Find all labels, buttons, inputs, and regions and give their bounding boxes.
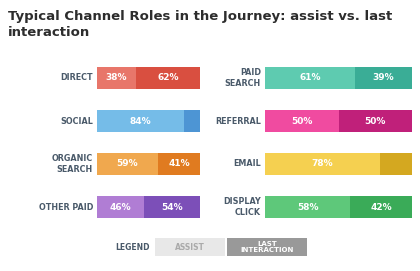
Text: EMAIL: EMAIL	[233, 160, 261, 169]
Text: 59%: 59%	[117, 160, 138, 169]
Text: 41%: 41%	[168, 160, 190, 169]
Text: 54%: 54%	[161, 202, 183, 211]
Text: DISPLAY
CLICK: DISPLAY CLICK	[223, 197, 261, 217]
Bar	[227, 238, 307, 256]
Text: LAST
INTERACTION: LAST INTERACTION	[240, 240, 294, 253]
Text: PAID
SEARCH: PAID SEARCH	[225, 68, 261, 88]
Text: REFERRAL: REFERRAL	[215, 117, 261, 125]
Bar	[265, 196, 350, 218]
Text: LEGEND: LEGEND	[116, 243, 150, 251]
Bar	[136, 67, 200, 89]
Bar	[265, 110, 339, 132]
Bar	[265, 153, 380, 175]
Text: 50%: 50%	[365, 117, 386, 125]
Bar	[144, 196, 200, 218]
Bar	[184, 110, 200, 132]
Text: DIRECT: DIRECT	[60, 73, 93, 82]
Text: Typical Channel Roles in the Journey: assist vs. last
interaction: Typical Channel Roles in the Journey: as…	[8, 10, 392, 38]
Text: SOCIAL: SOCIAL	[60, 117, 93, 125]
Text: 84%: 84%	[129, 117, 151, 125]
Text: ORGANIC
SEARCH: ORGANIC SEARCH	[52, 154, 93, 174]
Bar	[380, 153, 412, 175]
Text: ASSIST: ASSIST	[175, 243, 205, 251]
Bar	[265, 67, 354, 89]
Bar	[158, 153, 200, 175]
Text: 58%: 58%	[297, 202, 318, 211]
Bar	[350, 196, 412, 218]
Text: 42%: 42%	[370, 202, 392, 211]
Bar	[97, 153, 158, 175]
Bar	[97, 110, 184, 132]
Text: 39%: 39%	[373, 73, 394, 82]
Text: 46%: 46%	[110, 202, 131, 211]
Text: OTHER PAID: OTHER PAID	[39, 202, 93, 211]
Bar	[354, 67, 412, 89]
Text: 38%: 38%	[106, 73, 127, 82]
Text: 50%: 50%	[291, 117, 312, 125]
Bar	[97, 67, 136, 89]
Text: 62%: 62%	[158, 73, 179, 82]
Text: 78%: 78%	[312, 160, 333, 169]
Bar	[97, 196, 144, 218]
Bar	[155, 238, 225, 256]
Text: 61%: 61%	[299, 73, 320, 82]
Bar	[339, 110, 412, 132]
